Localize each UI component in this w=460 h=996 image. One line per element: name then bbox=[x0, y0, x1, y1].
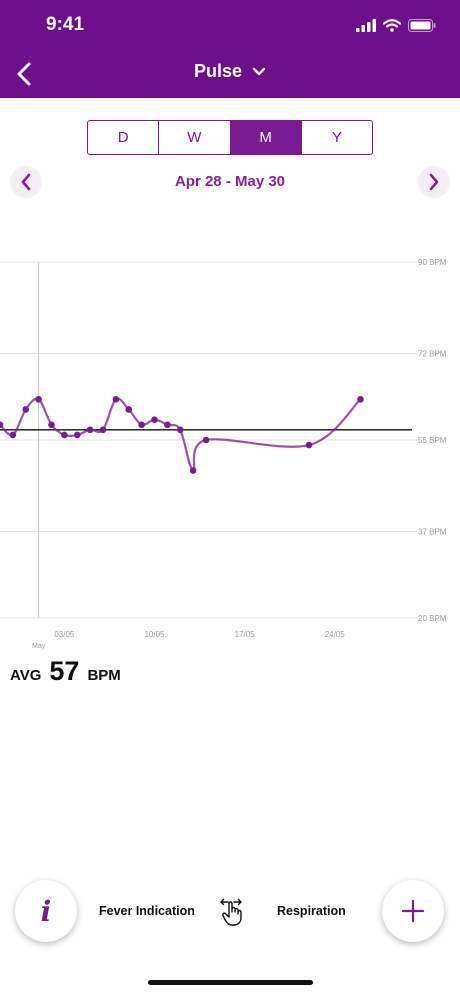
month-sublabel: May bbox=[32, 643, 46, 650]
data-point bbox=[305, 441, 313, 449]
chevron-down-icon bbox=[252, 67, 266, 75]
data-point bbox=[48, 421, 55, 429]
data-point bbox=[357, 396, 364, 403]
data-point bbox=[164, 421, 171, 429]
data-point bbox=[176, 426, 184, 434]
avg-label: AVG bbox=[10, 667, 42, 684]
y-tick-label: 55 BPM bbox=[418, 436, 447, 445]
data-point bbox=[99, 426, 107, 434]
x-tick-label: 10/05 bbox=[144, 630, 165, 639]
data-point bbox=[35, 396, 42, 403]
data-point bbox=[9, 431, 17, 439]
chevron-left-icon bbox=[17, 62, 31, 86]
x-tick-label: 24/05 bbox=[325, 630, 346, 639]
data-point bbox=[73, 431, 81, 439]
data-point bbox=[151, 416, 158, 423]
pulse-line bbox=[0, 397, 362, 472]
home-indicator bbox=[148, 980, 313, 985]
y-tick-label: 72 BPM bbox=[418, 350, 447, 359]
x-tick-label: 03/05 bbox=[54, 630, 75, 639]
segment-day[interactable]: D bbox=[88, 121, 160, 154]
plus-icon bbox=[401, 899, 425, 923]
fever-indication-link[interactable]: Fever Indication bbox=[99, 904, 195, 918]
status-time: 9:41 bbox=[46, 14, 85, 35]
page-title: Pulse bbox=[193, 61, 243, 81]
status-icons bbox=[356, 16, 436, 34]
date-range-label: Apr 28 - May 30 bbox=[174, 173, 286, 190]
pulse-chart[interactable]: 90 BPM 72 BPM 55 BPM 37 BPM 20 BPM 03/05 10/0… bbox=[0, 240, 460, 655]
segment-week[interactable]: W bbox=[159, 121, 231, 154]
chevron-right-icon bbox=[429, 173, 439, 191]
segment-month[interactable]: M bbox=[230, 121, 302, 154]
data-point bbox=[22, 406, 30, 413]
y-tick-label: 37 BPM bbox=[418, 528, 447, 537]
data-point bbox=[0, 421, 4, 429]
pulse-points bbox=[0, 396, 364, 474]
wifi-icon bbox=[383, 18, 401, 32]
data-point bbox=[112, 396, 120, 403]
data-point bbox=[61, 431, 68, 439]
data-point bbox=[189, 467, 197, 474]
period-segmented-control: D W M Y bbox=[87, 120, 373, 155]
chevron-left-icon bbox=[21, 173, 31, 191]
average-readout: AVG 57 BPM bbox=[10, 656, 121, 687]
y-tick-label: 90 BPM bbox=[418, 258, 447, 267]
previous-period-button[interactable] bbox=[10, 166, 42, 198]
back-button[interactable] bbox=[10, 58, 38, 90]
x-tick-label: 17/05 bbox=[235, 630, 256, 639]
segment-year[interactable]: Y bbox=[331, 129, 342, 146]
avg-value: 57 bbox=[49, 656, 80, 686]
y-tick-label: 20 BPM bbox=[418, 614, 447, 623]
next-period-button[interactable] bbox=[418, 166, 450, 198]
x-axis-labels: 03/05 10/05 17/05 24/05 May bbox=[32, 630, 345, 650]
add-button[interactable] bbox=[382, 880, 444, 942]
header-bar: 9:41 Pulse bbox=[0, 0, 460, 98]
data-point bbox=[125, 406, 133, 413]
signal-icon bbox=[356, 18, 376, 32]
title-dropdown[interactable]: Pulse bbox=[0, 61, 460, 82]
data-point bbox=[202, 436, 210, 444]
swipe-hand-icon bbox=[220, 898, 242, 926]
info-button[interactable]: i bbox=[15, 880, 77, 942]
avg-unit: BPM bbox=[87, 667, 121, 684]
data-point bbox=[86, 426, 94, 434]
info-icon: i bbox=[40, 894, 52, 928]
respiration-link[interactable]: Respiration bbox=[277, 904, 346, 918]
y-axis-labels: 90 BPM 72 BPM 55 BPM 37 BPM 20 BPM bbox=[418, 258, 447, 623]
battery-icon bbox=[408, 18, 436, 32]
data-point bbox=[138, 421, 145, 429]
